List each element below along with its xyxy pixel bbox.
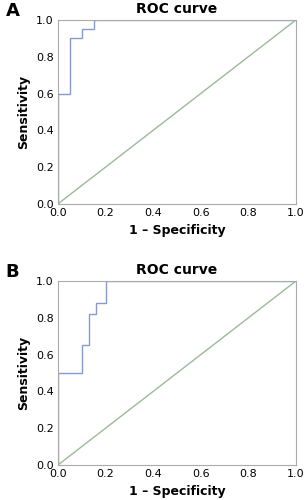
Y-axis label: Sensitivity: Sensitivity [17,336,30,410]
Text: A: A [5,2,20,20]
Text: B: B [5,262,19,280]
Title: ROC curve: ROC curve [136,2,217,16]
Y-axis label: Sensitivity: Sensitivity [17,75,30,149]
X-axis label: 1 – Specificity: 1 – Specificity [129,224,225,236]
Title: ROC curve: ROC curve [136,263,217,277]
X-axis label: 1 – Specificity: 1 – Specificity [129,484,225,498]
